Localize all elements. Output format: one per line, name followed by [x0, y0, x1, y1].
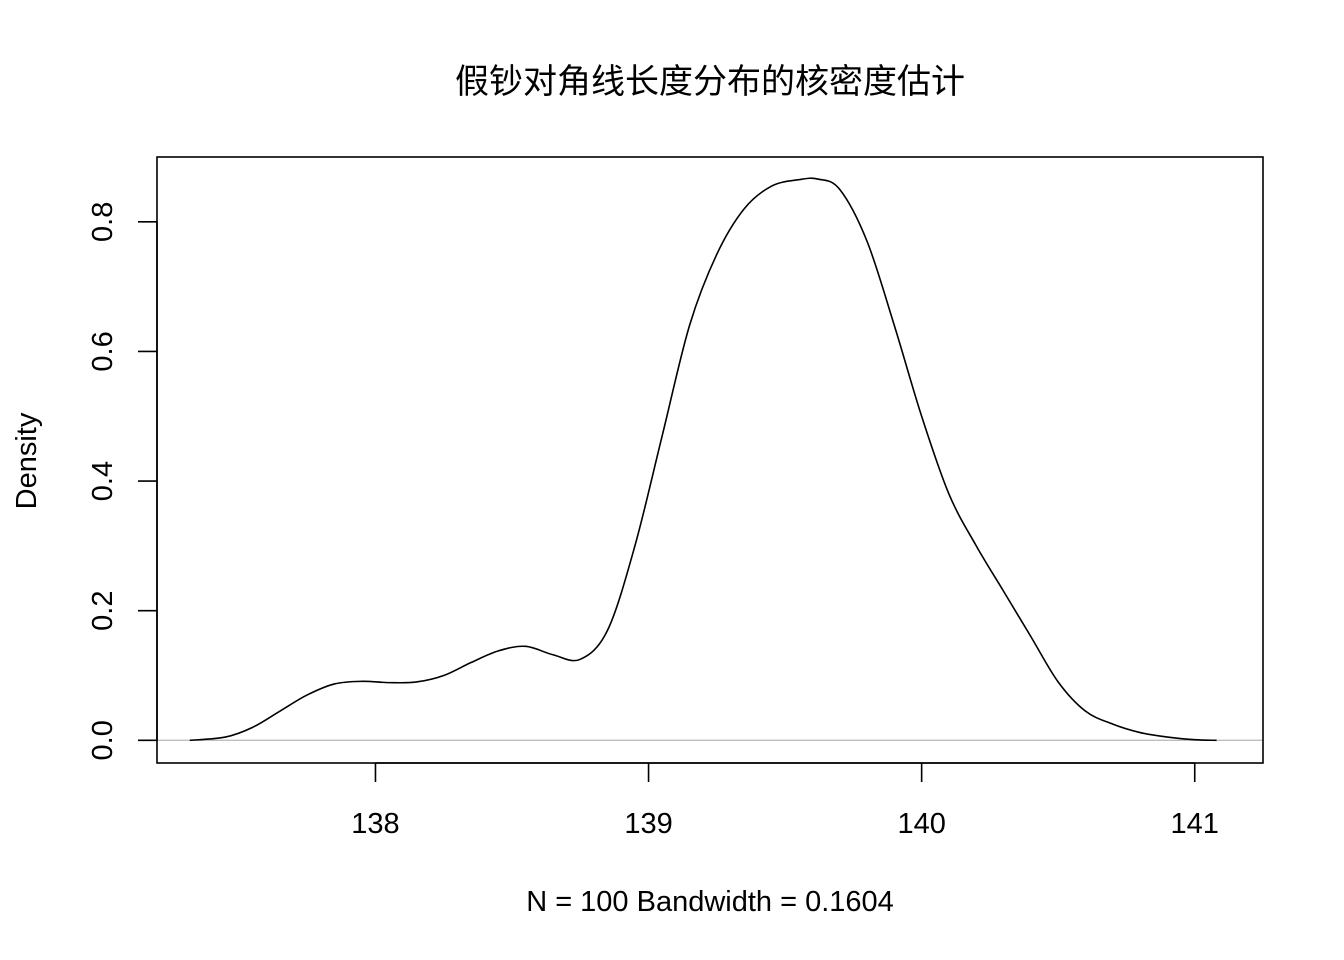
- y-tick-label: 0.6: [87, 331, 119, 371]
- y-tick-label: 0.2: [87, 591, 119, 631]
- y-axis-label: Density: [11, 412, 43, 509]
- x-tick-label: 138: [351, 808, 399, 840]
- x-axis: 138 139 140 141: [351, 762, 1219, 840]
- x-tick-label: 139: [624, 808, 672, 840]
- y-tick-label: 0.8: [87, 202, 119, 242]
- y-tick-label: 0.0: [87, 720, 119, 760]
- y-axis: 0.0 0.2 0.4 0.6 0.8: [87, 202, 158, 760]
- x-axis-label: N = 100 Bandwidth = 0.1604: [526, 886, 894, 918]
- plot-frame: [156, 156, 1264, 764]
- chart-title: 假钞对角线长度分布的核密度估计: [455, 62, 965, 102]
- x-tick-label: 141: [1171, 808, 1219, 840]
- y-tick-label: 0.4: [87, 461, 119, 501]
- x-tick-label: 140: [897, 808, 945, 840]
- density-curve: [189, 177, 1217, 742]
